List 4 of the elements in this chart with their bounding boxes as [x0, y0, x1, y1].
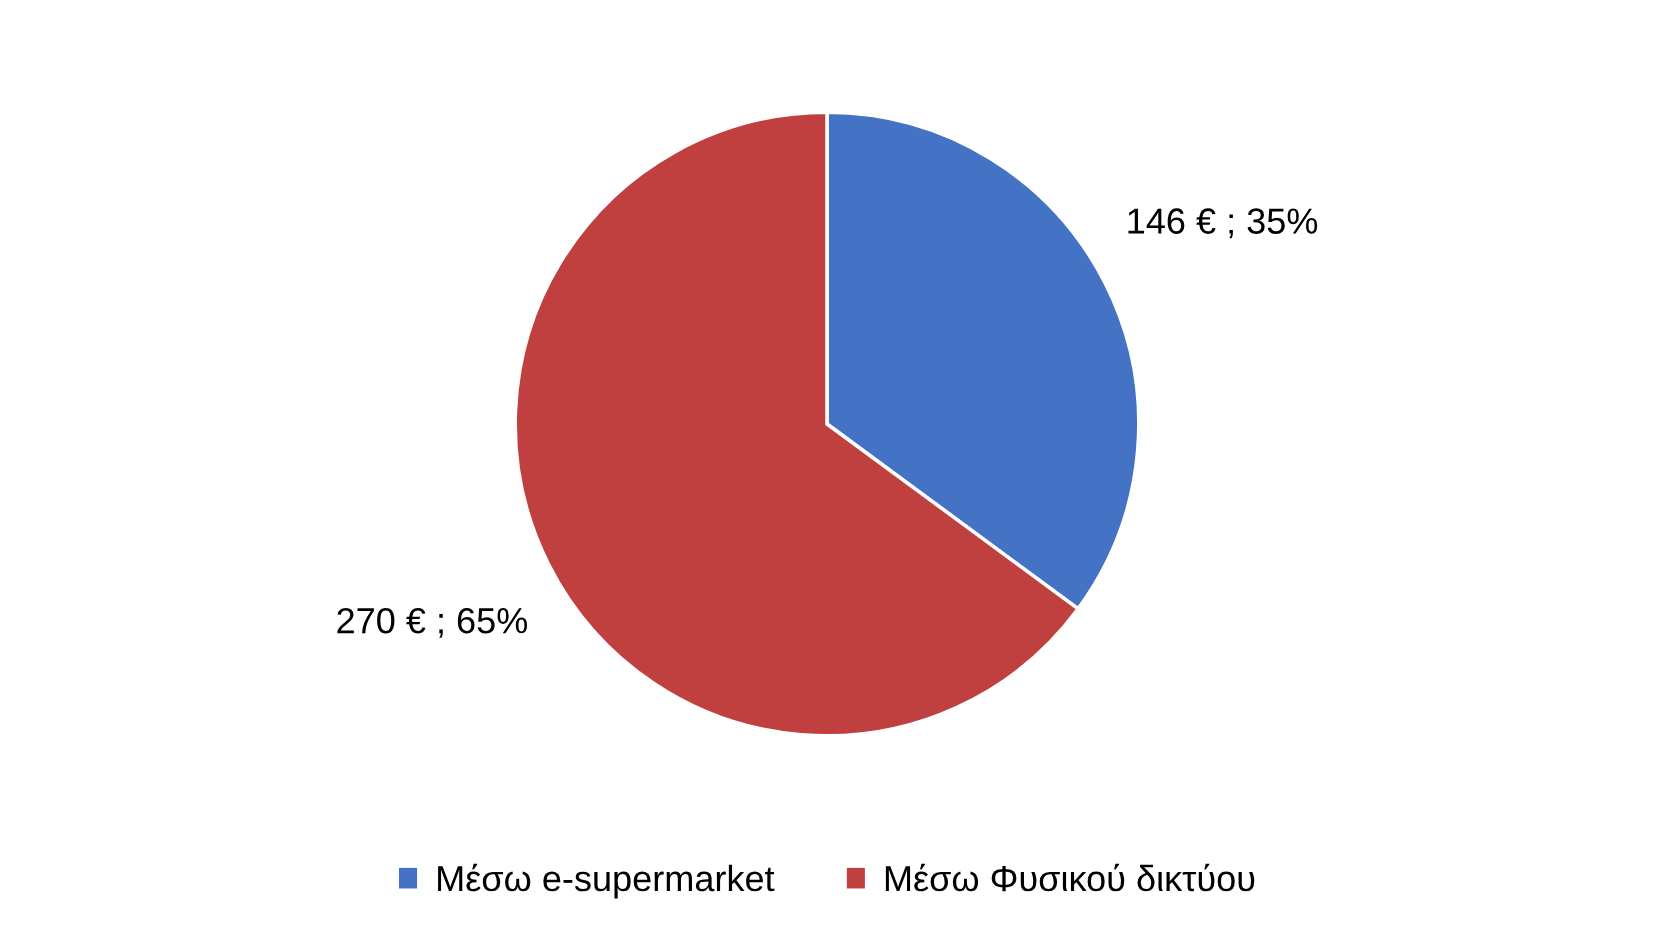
legend-label: Μέσω e-supermarket	[438, 863, 775, 899]
data-label: 146 € ; 35%	[1128, 208, 1318, 239]
legend-label: Μέσω Φυσικού δικτύου	[885, 863, 1255, 892]
data-label: 270 € ; 65%	[337, 607, 528, 638]
